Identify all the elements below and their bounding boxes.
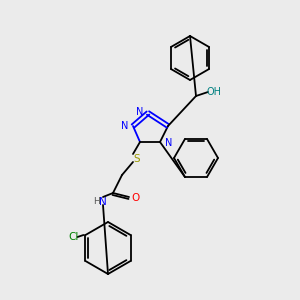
Text: Cl: Cl <box>68 232 79 242</box>
Text: S: S <box>134 154 140 164</box>
Text: N: N <box>99 197 107 207</box>
Text: N: N <box>165 138 172 148</box>
Text: OH: OH <box>206 87 221 97</box>
Text: H: H <box>93 197 99 206</box>
Text: O: O <box>131 193 139 203</box>
Text: N: N <box>136 107 143 117</box>
Text: N: N <box>121 121 128 131</box>
